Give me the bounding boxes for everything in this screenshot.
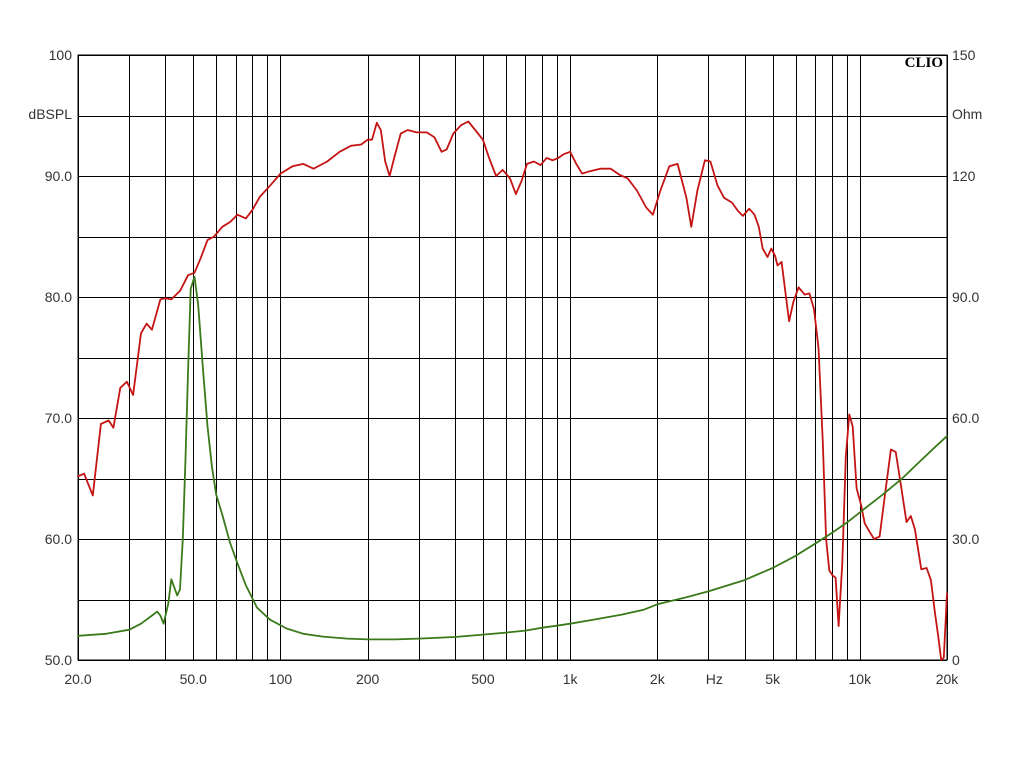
y-left-tick-label: 60.0 bbox=[45, 531, 72, 547]
x-tick-label: 1k bbox=[563, 671, 579, 687]
x-tick-label: 50.0 bbox=[180, 671, 207, 687]
y-left-tick-label: 80.0 bbox=[45, 289, 72, 305]
x-tick-label: 200 bbox=[356, 671, 380, 687]
x-tick-label: 2k bbox=[650, 671, 666, 687]
axis-labels: 20.0 50.0 100 200 500 1k 2k 5k 10k 20k Hz 50.0 60.0 7… bbox=[45, 47, 980, 687]
y-right-tick-label: 120 bbox=[952, 168, 976, 184]
y-right-axis-label: Ohm bbox=[952, 106, 982, 122]
impedance-curve bbox=[77, 275, 948, 641]
series-layer bbox=[77, 120, 948, 661]
x-tick-label: 5k bbox=[765, 671, 781, 687]
y-left-tick-label: 100 bbox=[49, 47, 73, 63]
x-tick-label: 20k bbox=[936, 671, 960, 687]
plot-frame bbox=[77, 54, 948, 661]
x-axis-label: Hz bbox=[706, 671, 723, 687]
spl-curve bbox=[77, 120, 948, 661]
x-tick-label: 20.0 bbox=[64, 671, 91, 687]
y-right-tick-label: 90.0 bbox=[952, 289, 979, 305]
y-right-tick-label: 0 bbox=[952, 652, 960, 668]
y-left-axis-label: dBSPL bbox=[28, 106, 72, 122]
y-left-tick-label: 90.0 bbox=[45, 168, 72, 184]
x-tick-label: 10k bbox=[849, 671, 873, 687]
brand-label: CLIO bbox=[905, 55, 943, 71]
x-tick-label: 100 bbox=[269, 671, 293, 687]
y-left-tick-label: 70.0 bbox=[45, 410, 72, 426]
y-right-tick-label: 60.0 bbox=[952, 410, 979, 426]
y-right-tick-label: 150 bbox=[952, 47, 976, 63]
x-tick-label: 500 bbox=[471, 671, 495, 687]
y-right-tick-label: 30.0 bbox=[952, 531, 979, 547]
y-left-tick-label: 50.0 bbox=[45, 652, 72, 668]
